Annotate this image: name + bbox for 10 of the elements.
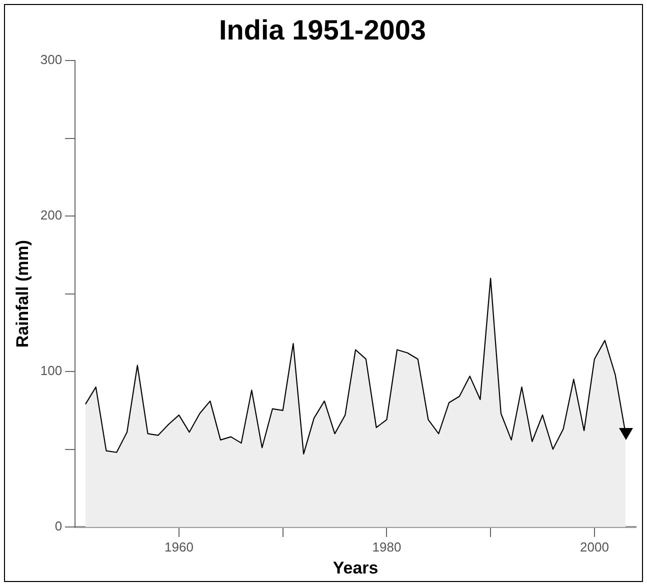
chart-title: India 1951-2003 (218, 14, 426, 46)
y-tick-label: 100 (40, 363, 62, 378)
x-tick-label: 1960 (164, 539, 194, 554)
x-tick-label: 2000 (580, 539, 609, 554)
x-axis-title: Years (332, 558, 378, 578)
y-tick-label: 0 (54, 518, 62, 534)
x-tick-label: 1980 (372, 539, 402, 554)
y-tick-label: 300 (40, 52, 62, 68)
y-tick-label: 200 (40, 208, 62, 223)
y-axis-title: Rainfall (mm) (12, 240, 32, 348)
